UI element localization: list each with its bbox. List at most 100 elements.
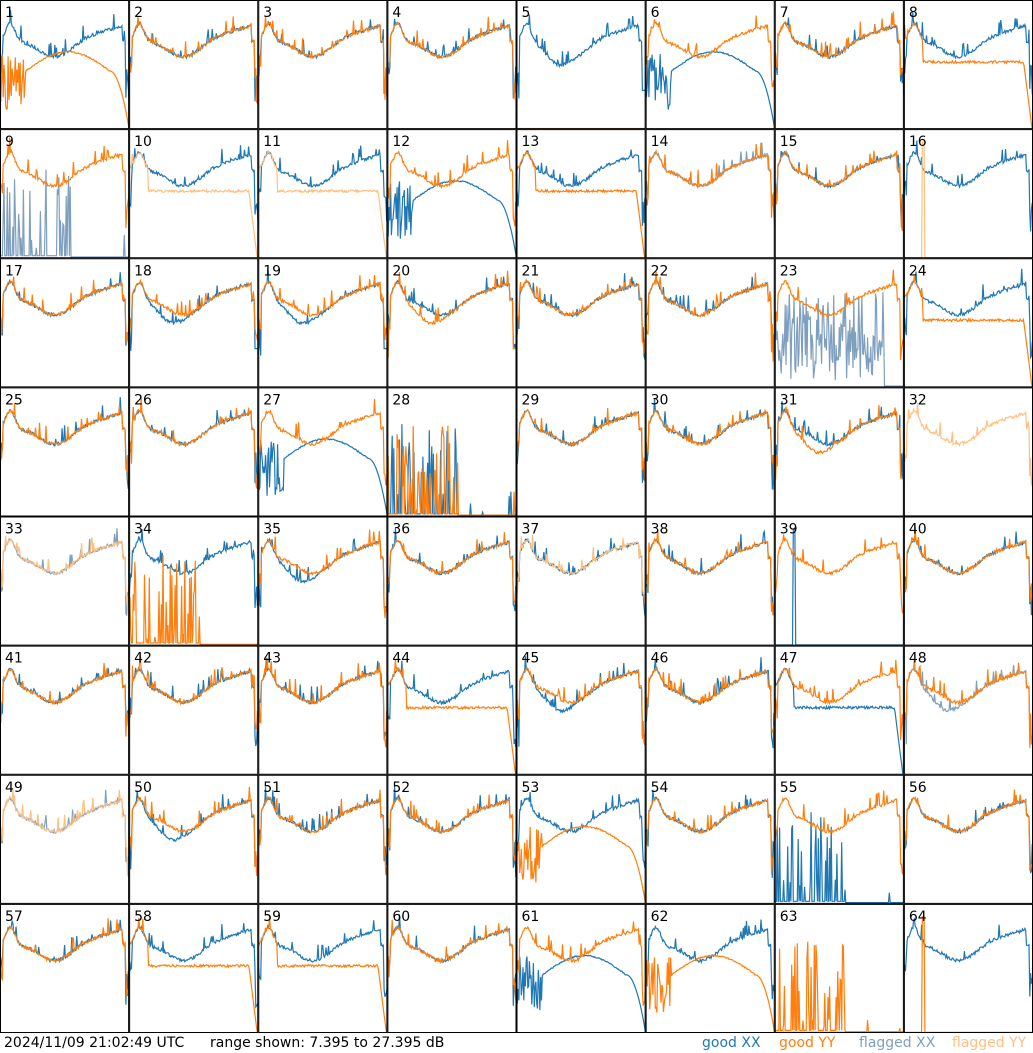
panel-47: 47 bbox=[775, 646, 904, 774]
series-yy-3 bbox=[258, 16, 387, 99]
panel-label: 33 bbox=[5, 522, 23, 538]
panel-39: 39 bbox=[775, 517, 904, 645]
panel-52: 52 bbox=[387, 775, 516, 903]
panel-61: 61 bbox=[517, 904, 646, 1032]
series-yy-4 bbox=[387, 17, 516, 100]
panel-36: 36 bbox=[387, 517, 516, 645]
panel-label: 35 bbox=[263, 522, 281, 538]
panel-label: 14 bbox=[651, 134, 669, 150]
series-yy-33 bbox=[0, 536, 129, 608]
panel-23: 23 bbox=[775, 259, 904, 387]
series-xx-60 bbox=[387, 914, 516, 1006]
series-yy-7 bbox=[775, 12, 904, 75]
panel-label: 24 bbox=[909, 263, 927, 279]
series-yy-42 bbox=[129, 655, 258, 733]
panel-43: 43 bbox=[258, 646, 387, 774]
legend-good-yy: good YY bbox=[779, 1033, 835, 1053]
panel-label: 34 bbox=[134, 522, 152, 538]
series-xx-16 bbox=[904, 141, 1033, 232]
panel-label: 51 bbox=[263, 780, 281, 796]
series-xx-50 bbox=[129, 791, 258, 870]
panel-63: 63 bbox=[775, 904, 904, 1032]
series-xx-37 bbox=[517, 538, 646, 619]
panel-label: 23 bbox=[780, 263, 798, 279]
series-xx-25 bbox=[0, 397, 129, 489]
series-xx-17 bbox=[0, 272, 129, 346]
panel-34: 34 bbox=[129, 517, 258, 645]
footer: 2024/11/09 21:02:49 UTC range shown: 7.3… bbox=[0, 1033, 1033, 1053]
panel-label: 21 bbox=[522, 263, 540, 279]
panel-border bbox=[646, 1, 774, 129]
series-xx-6 bbox=[646, 52, 775, 129]
series-yy-62 bbox=[646, 955, 775, 1033]
panel-42: 42 bbox=[129, 646, 258, 774]
series-yy-32 bbox=[904, 403, 1033, 486]
series-yy-11 bbox=[258, 151, 387, 258]
series-yy-56 bbox=[904, 790, 1033, 871]
panel-label: 6 bbox=[651, 5, 660, 21]
panel-label: 44 bbox=[392, 651, 410, 667]
panel-label: 15 bbox=[780, 134, 798, 150]
panel-25: 25 bbox=[0, 388, 129, 516]
panel-border bbox=[259, 1, 387, 129]
panel-8: 8 bbox=[904, 1, 1033, 129]
series-yy-17 bbox=[0, 277, 129, 355]
legend-flagged-yy: flagged YY bbox=[952, 1033, 1026, 1053]
panel-31: 31 bbox=[775, 388, 904, 516]
series-xx-33 bbox=[0, 528, 129, 615]
panel-border bbox=[904, 1, 1032, 129]
series-xx-21 bbox=[517, 273, 646, 359]
series-xx-15 bbox=[775, 151, 904, 227]
panel-21: 21 bbox=[517, 259, 646, 387]
series-yy-19 bbox=[258, 275, 387, 340]
panel-17: 17 bbox=[0, 259, 129, 387]
series-xx-22 bbox=[646, 277, 775, 353]
series-xx-5 bbox=[517, 15, 646, 100]
panel-label: 57 bbox=[5, 909, 23, 925]
panel-label: 49 bbox=[5, 780, 23, 796]
series-yy-45 bbox=[517, 668, 646, 745]
panel-3: 3 bbox=[258, 1, 387, 129]
series-yy-31 bbox=[775, 405, 904, 479]
panel-38: 38 bbox=[646, 517, 775, 645]
panel-label: 25 bbox=[5, 392, 23, 408]
series-xx-64 bbox=[904, 919, 1033, 997]
panel-24: 24 bbox=[904, 259, 1033, 387]
series-xx-12 bbox=[387, 181, 516, 259]
series-yy-49 bbox=[0, 790, 129, 875]
panel-label: 32 bbox=[909, 392, 927, 408]
series-xx-39 bbox=[775, 529, 904, 645]
panel-4: 4 bbox=[387, 1, 516, 129]
series-yy-25 bbox=[0, 403, 129, 485]
range-text: range shown: 7.395 to 27.395 dB bbox=[210, 1033, 444, 1053]
panel-56: 56 bbox=[904, 775, 1033, 903]
panel-1: 1 bbox=[0, 1, 129, 129]
panel-label: 37 bbox=[522, 522, 540, 538]
panel-32: 32 bbox=[904, 388, 1033, 516]
panel-53: 53 bbox=[517, 775, 646, 903]
series-yy-55 bbox=[775, 791, 904, 875]
panel-49: 49 bbox=[0, 775, 129, 903]
series-xx-48 bbox=[904, 665, 1033, 744]
panel-border bbox=[775, 1, 903, 129]
series-xx-35 bbox=[258, 539, 387, 607]
panel-label: 43 bbox=[263, 651, 281, 667]
series-xx-23 bbox=[775, 292, 904, 386]
series-xx-27 bbox=[258, 439, 387, 517]
series-yy-35 bbox=[258, 530, 387, 618]
series-yy-63 bbox=[775, 942, 904, 1032]
panel-14: 14 bbox=[646, 130, 775, 258]
panel-label: 20 bbox=[392, 263, 410, 279]
panel-label: 2 bbox=[134, 5, 143, 21]
panel-label: 47 bbox=[780, 651, 798, 667]
timestamp: 2024/11/09 21:02:49 UTC bbox=[4, 1033, 184, 1053]
panel-37: 37 bbox=[517, 517, 646, 645]
series-xx-56 bbox=[904, 798, 1033, 873]
series-xx-55 bbox=[775, 812, 904, 902]
panel-26: 26 bbox=[129, 388, 258, 516]
panel-11: 11 bbox=[258, 130, 387, 258]
panel-30: 30 bbox=[646, 388, 775, 516]
panel-label: 3 bbox=[263, 5, 272, 21]
series-yy-21 bbox=[517, 279, 646, 353]
panel-label: 59 bbox=[263, 909, 281, 925]
